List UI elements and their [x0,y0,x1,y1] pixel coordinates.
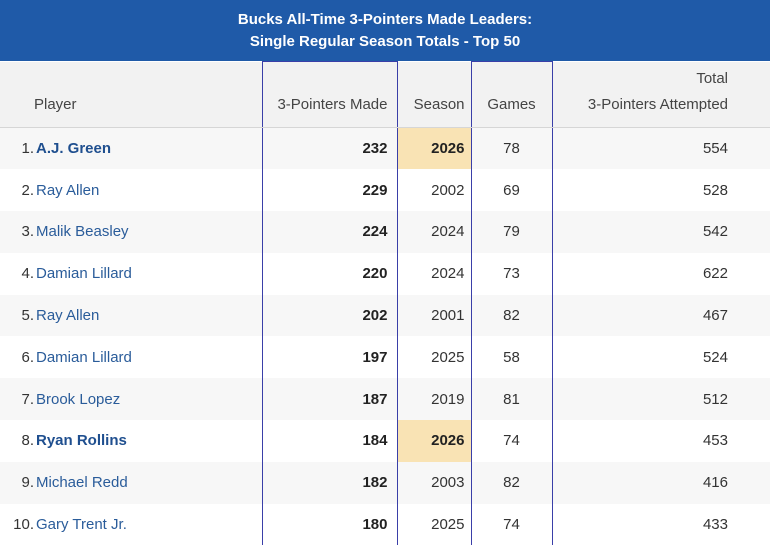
player-link[interactable]: A.J. Green [36,140,112,158]
header-3pa-line-1: Total [696,70,728,87]
title-line-2: Single Regular Season Totals - Top 50 [249,33,521,50]
threes-attempted-cell: 524 [702,348,728,366]
games-cell: 79 [470,211,553,253]
rank-number: 5. [21,307,34,325]
season-cell: 2003 [431,474,465,492]
threes-made-cell: 202 [261,294,398,337]
threes-attempted-cell: 554 [702,140,728,158]
header-games[interactable]: Games [470,61,553,128]
table-row: 9. Michael Redd 182 2003 82 416 [0,461,770,504]
games-cell: 78 [470,127,553,170]
rank-number: 4. [21,265,34,283]
player-cell: 8. Ryan Rollins [0,420,262,462]
threes-attempted-cell: 433 [702,516,728,534]
player-link[interactable]: Damian Lillard [36,265,132,283]
player-cell: 10. Gary Trent Jr. [0,504,262,545]
games-cell: 81 [470,378,553,421]
table-row: 5. Ray Allen 202 2001 82 467 [0,294,770,337]
player-cell: 1. A.J. Green [0,128,262,170]
player-cell: 4. Damian Lillard [0,253,262,295]
threes-made-cell: 180 [261,503,398,545]
player-cell: 6. Damian Lillard [0,336,262,378]
table-row: 2. Ray Allen 229 2002 69 528 [0,169,770,212]
player-link[interactable]: Malik Beasley [36,223,129,241]
threes-made-cell: 184 [261,420,398,462]
season-cell: 2025 [431,348,465,366]
games-cell: 69 [470,169,553,212]
threes-made-cell: 232 [261,127,398,170]
rank-number: 8. [21,432,34,450]
rank-number: 3. [21,223,34,241]
player-link[interactable]: Brook Lopez [36,390,121,408]
player-link[interactable]: Damian Lillard [36,348,132,366]
season-cell: 2024 [431,265,465,283]
threes-attempted-cell: 416 [702,474,728,492]
threes-attempted-cell: 512 [702,390,728,408]
player-link[interactable]: Ray Allen [36,181,100,199]
header-3pm[interactable]: 3-Pointers Made [261,61,398,128]
threes-attempted-cell: 467 [702,307,728,325]
games-cell: 58 [470,336,553,379]
games-cell: 74 [470,420,553,462]
header-3pa-line-2: 3-Pointers Attempted [587,96,728,113]
threes-made-cell: 220 [261,252,398,295]
threes-attempted-cell: 542 [702,223,728,241]
season-cell: 2026 [397,127,471,170]
player-cell: 9. Michael Redd [0,462,262,504]
threes-made-cell: 182 [261,461,398,504]
rank-number: 7. [21,390,34,408]
season-cell: 2001 [431,307,465,325]
games-cell: 82 [470,461,553,504]
season-cell: 2002 [431,181,465,199]
header-player[interactable]: Player [0,61,262,128]
threes-attempted-cell: 622 [702,265,728,283]
leaders-table: Player 3-Pointers Made Season Games Tota… [0,61,770,545]
rank-number: 9. [21,474,34,492]
threes-made-cell: 229 [261,169,398,212]
games-cell: 73 [470,252,553,295]
table-row: 1. A.J. Green 232 2026 78 554 [0,127,770,170]
games-cell: 74 [470,503,553,545]
table-row: 4. Damian Lillard 220 2024 73 622 [0,252,770,295]
player-link[interactable]: Gary Trent Jr. [36,516,127,534]
table-title: Bucks All-Time 3-Pointers Made Leaders: … [0,0,770,61]
table-row: 10. Gary Trent Jr. 180 2025 74 433 [0,503,770,545]
player-cell: 5. Ray Allen [0,295,262,337]
season-cell: 2026 [397,420,471,462]
threes-made-cell: 187 [261,378,398,421]
threes-attempted-cell: 453 [702,432,728,450]
table-row: 3. Malik Beasley 224 2024 79 542 [0,211,770,253]
season-cell: 2025 [431,516,465,534]
season-cell: 2024 [431,223,465,241]
rank-number: 1. [21,140,34,158]
header-season[interactable]: Season [397,61,471,128]
player-cell: 2. Ray Allen [0,169,262,211]
table-row: 7. Brook Lopez 187 2019 81 512 [0,378,770,421]
player-cell: 3. Malik Beasley [0,211,262,253]
threes-made-cell: 224 [261,211,398,253]
header-3pa[interactable]: Total 3-Pointers Attempted [552,61,770,128]
player-link[interactable]: Ryan Rollins [36,432,127,450]
table-row: 8. Ryan Rollins 184 2026 74 453 [0,420,770,462]
player-link[interactable]: Ray Allen [36,307,100,325]
player-link[interactable]: Michael Redd [36,474,128,492]
player-cell: 7. Brook Lopez [0,378,262,420]
season-cell: 2019 [431,390,465,408]
rank-number: 10. [13,516,34,534]
threes-made-cell: 197 [261,336,398,379]
table-row: 6. Damian Lillard 197 2025 58 524 [0,336,770,379]
threes-attempted-cell: 528 [702,181,728,199]
rank-number: 2. [21,181,34,199]
header-row: Player 3-Pointers Made Season Games Tota… [0,61,770,128]
title-line-1: Bucks All-Time 3-Pointers Made Leaders: [237,11,533,28]
rank-number: 6. [21,348,34,366]
games-cell: 82 [470,294,553,337]
